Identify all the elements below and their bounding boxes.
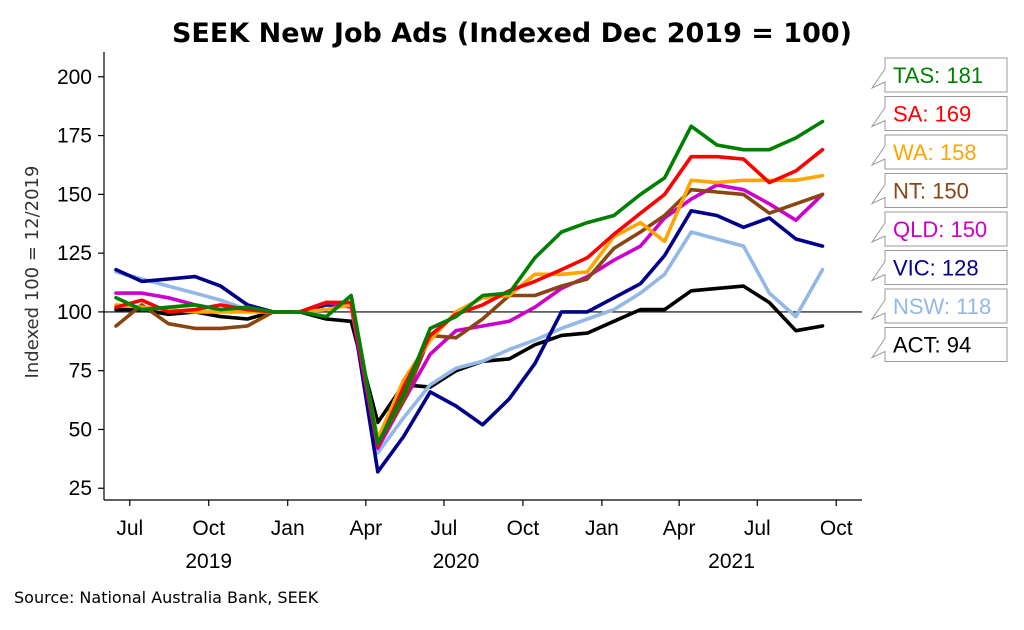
- series-line-tas: [114, 119, 825, 446]
- legend-item: VIC: 128: [870, 250, 1008, 285]
- legend-label: VIC: 128: [893, 256, 979, 281]
- source-note: Source: National Australia Bank, SEEK: [14, 588, 319, 607]
- x-tick-label: Apr: [663, 517, 696, 540]
- legend-item: WA: 158: [870, 134, 1008, 170]
- x-tick-label: Jul: [116, 517, 143, 540]
- legend-label: QLD: 150: [893, 217, 987, 242]
- legend-callout-box: [870, 288, 1008, 324]
- x-tick-label: Jan: [585, 517, 619, 540]
- y-tick-label: 175: [57, 125, 92, 148]
- x-tick-label: Jul: [744, 517, 771, 540]
- legend-callout-box: [870, 57, 1008, 93]
- y-tick-label: 125: [57, 242, 92, 265]
- y-tick-label: 50: [69, 418, 92, 441]
- y-tick-label: 150: [57, 183, 92, 206]
- legend-callout-box: [870, 250, 1008, 285]
- x-tick-label: Apr: [349, 517, 382, 540]
- y-tick-label: 200: [57, 66, 92, 89]
- legend: TAS: 181 SA: 169 WA: 158 NT: 150 QLD: 150 VIC…: [870, 57, 1008, 362]
- legend-item: NSW: 118: [870, 288, 1008, 324]
- legend-item: NT: 150: [870, 173, 1008, 208]
- legend-item: SA: 169: [870, 96, 1008, 131]
- legend-callout-box: [870, 173, 1008, 208]
- x-tick-label: Oct: [820, 517, 853, 540]
- legend-label: TAS: 181: [893, 63, 983, 88]
- year-label: 2020: [433, 550, 480, 573]
- legend-callout-box: [870, 96, 1008, 131]
- legend-label: NSW: 118: [893, 294, 991, 319]
- legend-item: ACT: 94: [870, 327, 1008, 362]
- legend-item: QLD: 150: [870, 211, 1008, 247]
- axes: 25 50 75 100 125 150 175 200 Jul Oct Jan Apr Jul Oct J…: [57, 52, 862, 573]
- x-tick-label: Oct: [192, 517, 225, 540]
- y-axis-label: Indexed 100 = 12/2019: [22, 166, 43, 379]
- chart-title: SEEK New Job Ads (Indexed Dec 2019 = 100…: [172, 18, 852, 49]
- legend-label: SA: 169: [893, 102, 971, 127]
- legend-label: ACT: 94: [893, 333, 971, 358]
- series-line-vic: [114, 209, 825, 474]
- series-line-sa: [114, 147, 825, 448]
- y-tick-label: 75: [69, 360, 92, 383]
- y-tick-label: 25: [69, 477, 92, 500]
- series-line-nt: [114, 187, 825, 446]
- legend-callout-box: [870, 134, 1008, 170]
- year-label: 2021: [708, 550, 755, 573]
- legend-callout-box: [870, 327, 1008, 362]
- y-tick-label: 100: [57, 301, 92, 324]
- plot-lines: [114, 119, 825, 474]
- legend-callout-box: [870, 211, 1008, 247]
- x-tick-label: Jan: [271, 517, 305, 540]
- series-line-nsw: [114, 230, 825, 455]
- x-tick-label: Jul: [431, 517, 458, 540]
- legend-label: NT: 150: [893, 179, 969, 204]
- legend-item: TAS: 181: [870, 57, 1008, 93]
- legend-label: WA: 158: [893, 140, 977, 165]
- year-label: 2019: [185, 550, 232, 573]
- x-tick-label: Oct: [507, 517, 540, 540]
